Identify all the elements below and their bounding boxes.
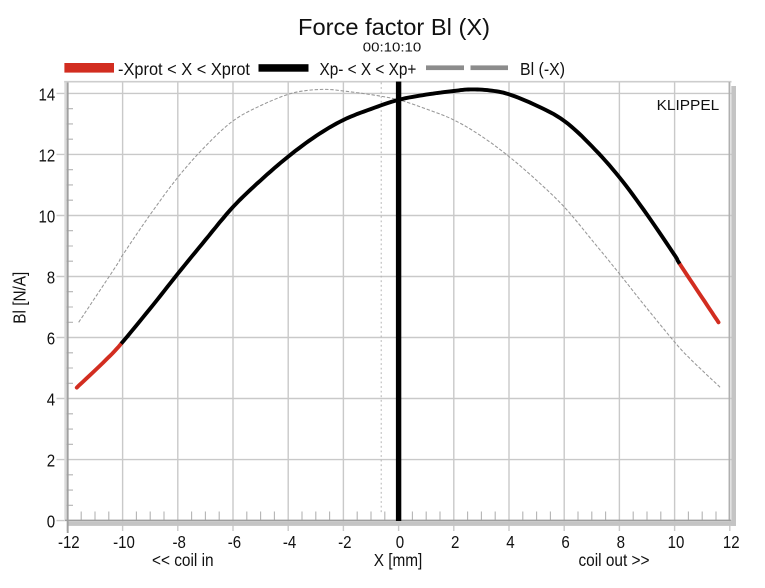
svg-text:<< coil in: << coil in — [152, 550, 214, 570]
svg-text:6: 6 — [561, 532, 569, 552]
svg-text:8: 8 — [617, 532, 625, 552]
svg-text:4: 4 — [47, 389, 56, 409]
svg-text:KLIPPEL: KLIPPEL — [657, 98, 720, 114]
svg-text:coil out >>: coil out >> — [578, 550, 649, 570]
svg-text:14: 14 — [39, 84, 56, 104]
svg-text:Xp- < X < Xp+: Xp- < X < Xp+ — [320, 59, 417, 79]
svg-text:4: 4 — [506, 532, 515, 552]
svg-text:0: 0 — [47, 512, 55, 532]
svg-text:-8: -8 — [173, 532, 186, 552]
svg-text:12: 12 — [39, 145, 56, 165]
svg-text:8: 8 — [47, 267, 55, 287]
svg-text:-10: -10 — [113, 532, 135, 552]
svg-text:-12: -12 — [58, 532, 80, 552]
svg-text:-Xprot < X < Xprot: -Xprot < X < Xprot — [118, 59, 250, 79]
svg-text:10: 10 — [39, 206, 56, 226]
svg-text:2: 2 — [451, 532, 459, 552]
svg-text:0: 0 — [396, 532, 404, 552]
svg-text:-6: -6 — [228, 532, 241, 552]
svg-text:12: 12 — [723, 532, 740, 552]
svg-text:2: 2 — [47, 451, 55, 471]
svg-text:X [mm]: X [mm] — [374, 550, 423, 570]
svg-text:-4: -4 — [283, 532, 297, 552]
svg-text:00:10:10: 00:10:10 — [363, 40, 422, 55]
svg-text:Force factor Bl (X): Force factor Bl (X) — [298, 14, 490, 40]
svg-text:Bl (-X): Bl (-X) — [520, 59, 565, 79]
svg-text:Bl [N/A]: Bl [N/A] — [10, 272, 30, 324]
svg-text:10: 10 — [668, 532, 685, 552]
svg-text:6: 6 — [47, 328, 55, 348]
svg-text:-2: -2 — [338, 532, 351, 552]
